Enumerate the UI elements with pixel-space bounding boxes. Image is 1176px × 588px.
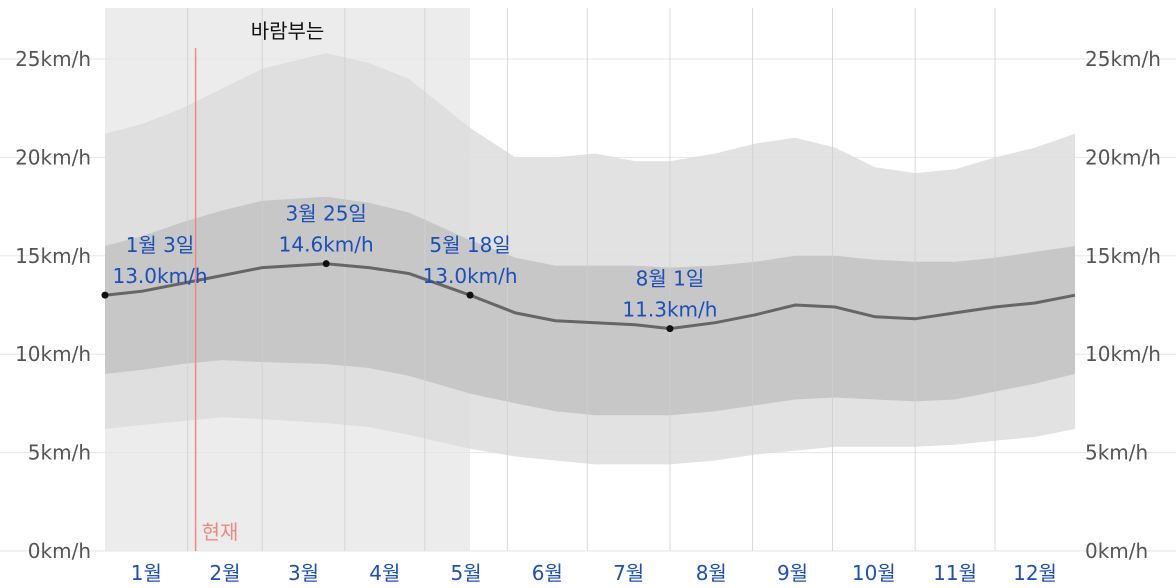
y-tick-label: 5km/h <box>28 441 91 465</box>
annotation-value: 14.6km/h <box>279 233 374 257</box>
x-tick-label: 10월 <box>852 561 896 585</box>
y-tick-label: 10km/h <box>1085 342 1161 366</box>
x-tick-label: 11월 <box>933 561 977 585</box>
x-tick-label: 7월 <box>613 561 644 585</box>
x-tick-label: 3월 <box>288 561 319 585</box>
annotation-point <box>101 291 109 299</box>
x-tick-label: 4월 <box>369 561 400 585</box>
annotation-point <box>322 260 330 268</box>
x-tick-label: 1월 <box>131 561 162 585</box>
annotation-value: 13.0km/h <box>112 264 207 288</box>
annotation-value: 11.3km/h <box>622 298 717 322</box>
x-tick-label: 5월 <box>451 561 482 585</box>
y-tick-label: 0km/h <box>28 539 91 563</box>
x-tick-label: 6월 <box>532 561 563 585</box>
current-date-label: 현재 <box>202 520 239 544</box>
x-tick-label: 12월 <box>1013 561 1057 585</box>
x-axis-months: 1월 2월 3월 4월 5월 6월 7월 8월 9월 10월 11월 12월 <box>131 561 1057 585</box>
annotation-date: 1월 3일 <box>126 233 195 257</box>
y-tick-label: 25km/h <box>15 47 91 71</box>
month-gridlines <box>187 8 996 551</box>
y-axis-right: 0km/h 5km/h 10km/h 15km/h 20km/h 25km/h <box>1085 47 1161 563</box>
y-tick-label: 0km/h <box>1085 539 1148 563</box>
x-tick-label: 8월 <box>696 561 727 585</box>
y-tick-label: 20km/h <box>15 145 91 169</box>
y-tick-label: 20km/h <box>1085 145 1161 169</box>
annotation-value: 13.0km/h <box>423 264 518 288</box>
x-tick-label: 9월 <box>777 561 808 585</box>
annotation-date: 8월 1일 <box>636 267 705 291</box>
y-tick-label: 25km/h <box>1085 47 1161 71</box>
annotations: 1월 3일 13.0km/h 3월 25일 14.6km/h 5월 18일 13.0km/… <box>101 202 717 333</box>
y-axis-left: 0km/h 5km/h 10km/h 15km/h 20km/h 25km/h <box>15 47 91 563</box>
y-tick-label: 15km/h <box>1085 244 1161 268</box>
annotation-date: 3월 25일 <box>286 202 367 226</box>
x-tick-label: 2월 <box>209 561 240 585</box>
annotation-point <box>466 291 474 299</box>
annotation-point <box>666 325 674 333</box>
y-tick-label: 10km/h <box>15 342 91 366</box>
annotation-date: 5월 18일 <box>429 233 510 257</box>
y-tick-label: 15km/h <box>15 244 91 268</box>
y-tick-label: 5km/h <box>1085 441 1148 465</box>
season-label: 바람부는 <box>251 19 325 43</box>
average-wind-line <box>104 262 1076 331</box>
